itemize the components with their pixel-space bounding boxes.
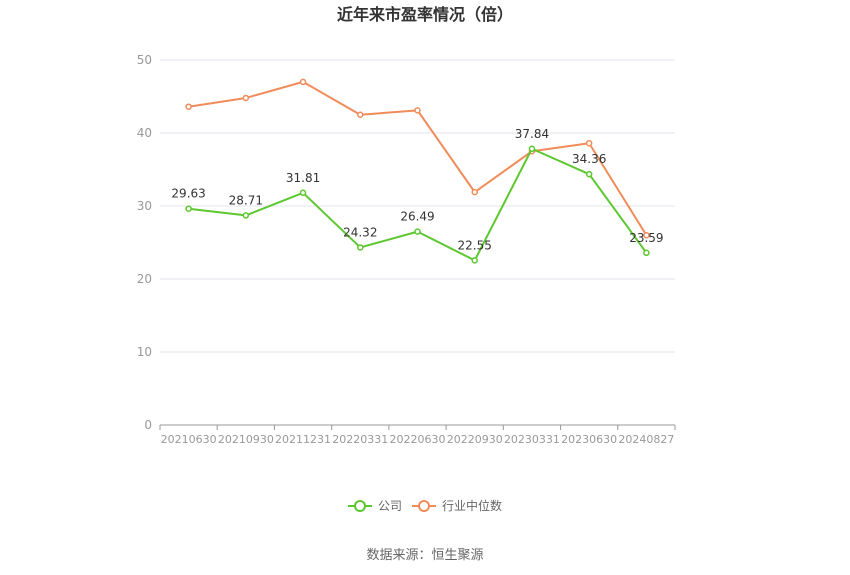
- legend[interactable]: 公司 行业中位数: [348, 498, 502, 513]
- data-label: 23.59: [629, 231, 663, 245]
- data-label: 37.84: [515, 127, 549, 141]
- company-point: [185, 205, 192, 212]
- data-label: 34.36: [572, 152, 606, 166]
- industry-median-point: [414, 107, 421, 114]
- legend-marker-icon: [354, 500, 366, 512]
- y-tick-label: 50: [137, 53, 152, 67]
- industry-median-point: [585, 139, 593, 147]
- x-tick-label: 20210930: [218, 433, 274, 446]
- data-label: 28.71: [229, 193, 263, 207]
- industry-median-point: [185, 103, 192, 110]
- x-tick-label: 20240827: [618, 433, 674, 446]
- legend-label: 行业中位数: [442, 498, 502, 513]
- y-tick-label: 30: [137, 199, 152, 213]
- x-tick-label: 20211231: [275, 433, 331, 446]
- chart-title: 近年来市盈率情况（倍）: [337, 5, 513, 24]
- legend-label: 公司: [378, 499, 402, 513]
- industry-median-point: [242, 94, 250, 102]
- data-label: 29.63: [171, 187, 205, 201]
- x-tick-label: 20220930: [447, 433, 503, 446]
- x-tick-label: 20210630: [161, 433, 217, 446]
- y-tick-label: 0: [144, 418, 152, 432]
- industry-median-point: [299, 78, 307, 86]
- industry-median-point: [643, 231, 650, 239]
- data-label: 24.32: [343, 225, 377, 239]
- x-tick-label: 20230630: [561, 433, 617, 446]
- source-note: 数据来源：恒生聚源: [366, 548, 483, 563]
- x-axis: 20210630 20210930 20211231 20220331 20220630…: [159, 424, 676, 446]
- company-point: [414, 228, 421, 235]
- industry-median-point: [471, 188, 478, 196]
- data-label: 26.49: [400, 210, 434, 224]
- y-axis: 0 10 20 30 40 50: [137, 53, 152, 432]
- company-point: [643, 249, 650, 257]
- x-tick-label: 20230331: [504, 433, 560, 446]
- y-tick-label: 40: [137, 126, 152, 140]
- company-point: [528, 145, 536, 153]
- legend-marker-icon: [418, 500, 430, 512]
- y-tick-label: 20: [137, 272, 152, 286]
- company-point: [242, 212, 250, 219]
- data-label: 31.81: [286, 171, 320, 185]
- grid-lines: [160, 59, 675, 353]
- data-labels: 29.63 28.71 31.81 24.32 26.49 22.55 37.84 34.36…: [171, 127, 663, 253]
- data-label: 22.55: [458, 238, 492, 252]
- company-point: [585, 170, 593, 178]
- y-tick-label: 10: [137, 345, 152, 359]
- company-point: [471, 257, 478, 264]
- industry-median-point: [357, 111, 364, 118]
- legend-item-industry-median[interactable]: 行业中位数: [412, 498, 502, 513]
- company-point: [357, 244, 364, 251]
- x-tick-label: 20220630: [390, 433, 446, 446]
- x-tick-label: 20220331: [332, 433, 388, 446]
- company-point: [299, 189, 307, 197]
- legend-item-company[interactable]: 公司: [348, 499, 402, 513]
- series-group: [185, 78, 650, 264]
